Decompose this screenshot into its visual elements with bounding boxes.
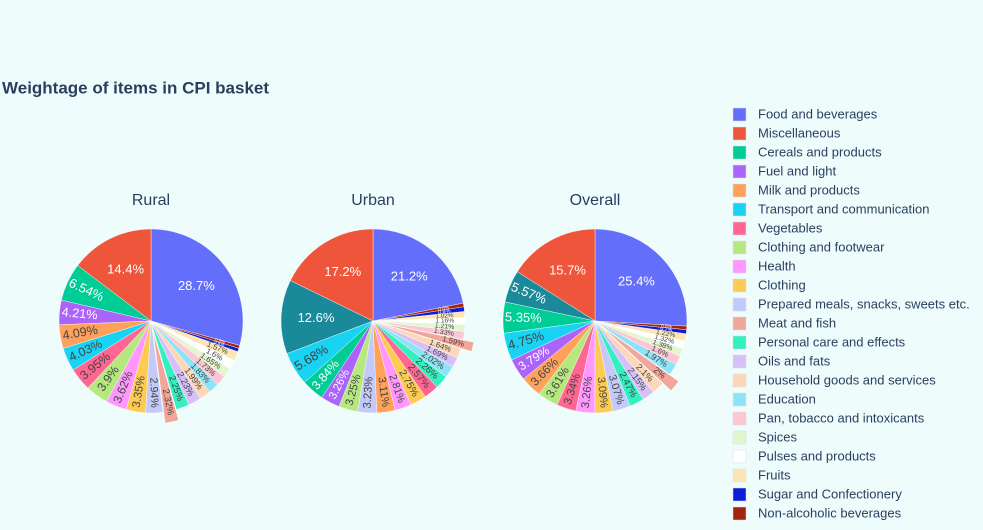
pie-slice [77, 228, 152, 322]
pie-slice [603, 327, 679, 391]
legend-label: Pulses and products [758, 448, 876, 463]
legend-label: Milk and products [758, 182, 860, 197]
legend-label: Education [758, 391, 816, 406]
slice-label: 15.7% [549, 262, 586, 277]
legend-swatch [732, 145, 747, 160]
slice-label: 25.4% [618, 273, 655, 288]
slice-label: 3.35% [131, 375, 148, 409]
legend-label: Oils and fats [758, 353, 831, 368]
slice-label: 1.22% [655, 329, 675, 339]
pie-slice [150, 320, 240, 349]
legend-label: Meat and fish [758, 315, 836, 330]
pie-slice [594, 320, 688, 330]
legend-label: Cereals and products [758, 144, 882, 159]
slice-label: 14.4% [107, 261, 144, 276]
legend-label: Spices [758, 429, 798, 444]
legend-label: Miscellaneous [758, 125, 841, 140]
slice-label: 1.02% [435, 312, 454, 320]
slice-label: 3.11% [375, 376, 391, 408]
slice-label: 0.6% [661, 323, 673, 330]
legend-label: Clothing and footwear [758, 239, 885, 254]
pie-title: Urban [351, 192, 395, 209]
legend-label: Prepared meals, snacks, sweets etc. [758, 296, 970, 311]
legend-label: Non-alcoholic beverages [758, 505, 902, 520]
legend-swatch [732, 430, 747, 445]
slice-label: 28.7% [178, 278, 215, 293]
legend-swatch [732, 297, 747, 312]
pie-slice [372, 302, 465, 322]
legend-label: Vegetables [758, 220, 823, 235]
legend-label: Fuel and light [758, 163, 836, 178]
slice-label: 1.16% [435, 318, 454, 325]
legend-swatch [732, 126, 747, 141]
legend-swatch [732, 487, 747, 502]
legend-label: Food and beverages [758, 106, 878, 121]
pie-slice [290, 228, 374, 322]
pie-slice [145, 320, 164, 414]
slice-label: 0.5% [214, 337, 225, 345]
pie-slice [150, 228, 244, 346]
slice-label: 5.35% [505, 309, 543, 325]
legend-swatch [732, 449, 747, 464]
pie-title: Overall [570, 192, 621, 209]
pie-slice [280, 280, 374, 354]
legend-swatch [732, 278, 747, 293]
legend-swatch [732, 202, 747, 217]
slice-label: 12.6% [298, 310, 335, 325]
legend-swatch [732, 335, 747, 350]
slice-label: 4.09% [62, 323, 99, 343]
slice-label: 17.2% [324, 264, 361, 279]
legend-swatch [732, 107, 747, 122]
pie-slice [594, 228, 688, 327]
legend-swatch [732, 354, 747, 369]
slice-label: 21.2% [391, 268, 428, 283]
legend-swatch [732, 411, 747, 426]
legend-swatch [732, 164, 747, 179]
slice-label: 0.6% [438, 305, 451, 313]
pie-slice [594, 320, 663, 393]
slice-label: 0.6% [213, 339, 226, 348]
legend-swatch [732, 468, 747, 483]
chart-title: Weightage of items in CPI basket [2, 78, 269, 97]
pie-slice [372, 228, 464, 322]
legend-swatch [732, 240, 747, 255]
legend-swatch [732, 221, 747, 236]
pie-slice [153, 331, 179, 424]
legend-label: Fruits [758, 467, 791, 482]
legend-label: Personal care and effects [758, 334, 906, 349]
pie-title: Rural [132, 192, 170, 209]
legend-label: Health [758, 258, 796, 273]
slice-label: 3.26% [580, 376, 595, 409]
slice-label: 3.23% [361, 376, 375, 408]
pie-slice [383, 323, 475, 352]
legend-label: Pan, tobacco and intoxicants [758, 410, 925, 425]
legend-label: Household goods and services [758, 372, 936, 387]
legend-swatch [732, 316, 747, 331]
slice-label: 1.21% [435, 323, 455, 331]
legend-swatch [732, 373, 747, 388]
pie-slice [517, 228, 596, 322]
legend-swatch [732, 259, 747, 274]
legend-swatch [732, 392, 747, 407]
legend-swatch [732, 183, 747, 198]
legend-label: Sugar and Confectionery [758, 486, 902, 501]
legend-label: Transport and communication [758, 201, 930, 216]
slice-label: 3.09% [595, 376, 610, 408]
slice-label: 0.8% [438, 308, 451, 316]
legend-label: Clothing [758, 277, 806, 292]
pie-slice [372, 320, 461, 359]
slice-label: 4.21% [61, 305, 98, 322]
slice-label: 0.7% [660, 326, 673, 333]
slice-label: 2.94% [147, 377, 160, 408]
legend-swatch [732, 506, 747, 521]
